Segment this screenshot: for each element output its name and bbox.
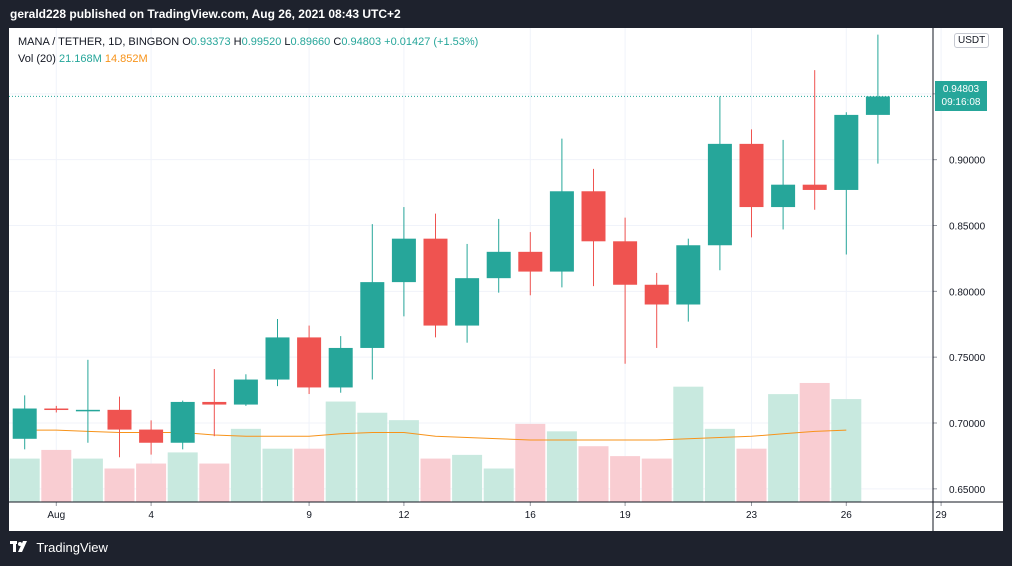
- volume-bar: [9, 458, 40, 502]
- candle-down[interactable]: [644, 284, 669, 305]
- volume-bar: [799, 382, 830, 502]
- candle-up[interactable]: [676, 245, 701, 305]
- volume-bar: [483, 468, 514, 502]
- last-price-label: 0.94803 09:16:08: [935, 81, 987, 112]
- volume-bar: [452, 454, 483, 502]
- open-value: 0.93373: [190, 36, 231, 48]
- volume-bar: [578, 446, 609, 502]
- candle-down[interactable]: [518, 251, 543, 272]
- candle-down[interactable]: [202, 401, 227, 405]
- candle-up[interactable]: [865, 96, 890, 115]
- x-tick-label: 26: [841, 510, 853, 521]
- candle-up[interactable]: [265, 337, 290, 380]
- bar-countdown: 09:16:08: [941, 97, 981, 109]
- low-label: L: [284, 36, 291, 48]
- y-tick-label: 0.85000: [949, 222, 986, 233]
- chart-legend: MANA / TETHER, 1D, BINGBON O0.93373 H0.9…: [18, 34, 478, 68]
- x-tick-label: 16: [525, 510, 537, 521]
- candle-up[interactable]: [328, 347, 353, 388]
- y-tick-label: 0.70000: [949, 419, 986, 430]
- volume-bar: [262, 448, 293, 502]
- volume-bar: [41, 449, 72, 502]
- x-tick-label: Aug: [47, 510, 65, 521]
- footer-brand-label: TradingView: [36, 540, 108, 555]
- volume-bar: [736, 448, 767, 502]
- candle-down[interactable]: [581, 191, 606, 242]
- high-value: 0.99520: [241, 36, 282, 48]
- volume-bar: [136, 463, 167, 502]
- last-price-value: 0.94803: [942, 84, 980, 96]
- candle-down[interactable]: [139, 429, 164, 443]
- candle-up[interactable]: [12, 408, 37, 439]
- candle-down[interactable]: [297, 337, 322, 388]
- y-tick-label: 0.65000: [949, 485, 986, 496]
- candle-up[interactable]: [707, 143, 732, 246]
- volume-bar: [515, 423, 546, 502]
- volume-label[interactable]: Vol (20): [18, 53, 56, 65]
- open-label: O: [182, 36, 191, 48]
- x-tick-label: 19: [620, 510, 632, 521]
- candle-up[interactable]: [75, 409, 100, 412]
- y-tick-label: 0.80000: [949, 287, 986, 298]
- x-tick-label: 12: [398, 510, 410, 521]
- top-bar: gerald228 published on TradingView.com, …: [0, 0, 1012, 28]
- volume-bar: [230, 428, 261, 502]
- published-info: gerald228 published on TradingView.com, …: [10, 7, 401, 21]
- tradingview-logo-icon: [10, 541, 30, 556]
- volume-bar: [72, 458, 103, 502]
- candle-up[interactable]: [233, 379, 258, 405]
- y-tick-label: 0.90000: [949, 156, 986, 167]
- volume-bar: [357, 412, 388, 502]
- candle-up[interactable]: [549, 191, 574, 272]
- candle-up[interactable]: [391, 238, 416, 283]
- candle-up[interactable]: [834, 114, 859, 190]
- candle-down[interactable]: [739, 143, 764, 208]
- close-label: C: [333, 36, 342, 48]
- candle-down[interactable]: [44, 408, 69, 411]
- footer-brand[interactable]: TradingView: [10, 540, 108, 556]
- volume-bar: [673, 386, 704, 502]
- legend-ohlc-row: MANA / TETHER, 1D, BINGBON O0.93373 H0.9…: [18, 34, 478, 51]
- currency-button[interactable]: USDT: [954, 33, 990, 48]
- symbol-label[interactable]: MANA / TETHER, 1D, BINGBON: [18, 36, 180, 48]
- volume-bar: [104, 468, 135, 502]
- candle-up[interactable]: [170, 401, 195, 443]
- close-value: 0.94803: [341, 36, 382, 48]
- volume-bar: [167, 452, 198, 502]
- candle-down[interactable]: [423, 238, 448, 326]
- candle-up[interactable]: [360, 282, 385, 348]
- volume-bar: [294, 448, 325, 502]
- volume-bar: [199, 463, 230, 502]
- chart-frame[interactable]: 0.65000 0.70000 0.75000 0.80000 0.85000 0.900…: [9, 28, 1003, 531]
- x-tick-label: 4: [148, 510, 154, 521]
- candle-up[interactable]: [455, 278, 480, 326]
- legend-volume-row: Vol (20) 21.168M 14.852M: [18, 51, 478, 68]
- candle-down[interactable]: [107, 409, 132, 430]
- candle-up[interactable]: [771, 184, 796, 208]
- candle-down[interactable]: [613, 241, 638, 285]
- volume-bar: [610, 456, 641, 502]
- volume-value: 21.168M: [58, 53, 102, 65]
- change-value: +0.01427 (+1.53%): [384, 36, 479, 48]
- volume-ma-value: 14.852M: [104, 53, 148, 65]
- low-value: 0.89660: [290, 36, 331, 48]
- volume-bar: [420, 458, 451, 502]
- y-tick-label: 0.75000: [949, 353, 986, 364]
- high-label: H: [233, 36, 242, 48]
- volume-bar: [546, 431, 577, 502]
- volume-bar: [768, 394, 799, 502]
- volume-bar: [325, 401, 356, 502]
- x-tick-label: 9: [306, 510, 312, 521]
- volume-bar: [641, 458, 672, 502]
- volume-bar: [831, 399, 862, 502]
- candle-down[interactable]: [802, 184, 827, 190]
- candlestick-chart[interactable]: 0.65000 0.70000 0.75000 0.80000 0.85000 0.900…: [9, 28, 1003, 531]
- x-tick-label: 29: [936, 510, 948, 521]
- x-tick-label: 23: [746, 510, 758, 521]
- volume-bar: [704, 428, 735, 502]
- candle-up[interactable]: [486, 251, 511, 279]
